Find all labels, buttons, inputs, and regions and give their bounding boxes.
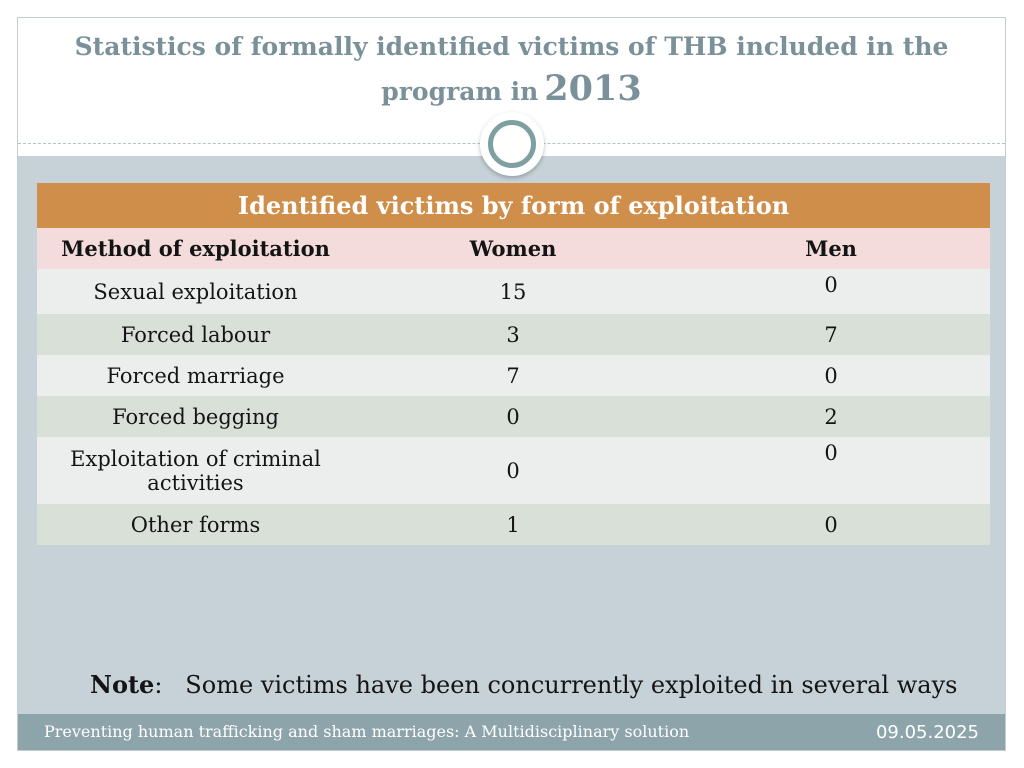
- title-line-1: Statistics of formally identified victim…: [74, 32, 949, 61]
- men-cell: 0: [672, 504, 991, 545]
- header-method: Method of exploitation: [37, 228, 354, 269]
- men-cell: 2: [672, 396, 991, 437]
- women-cell: 15: [354, 269, 672, 314]
- slide-title: Statistics of formally identified victim…: [18, 18, 1005, 143]
- men-cell: 0: [672, 355, 991, 396]
- women-cell: 0: [354, 437, 672, 504]
- footer-bar: Preventing human trafficking and sham ma…: [18, 714, 1005, 750]
- table-row: Forced marriage 7 0: [37, 355, 991, 396]
- method-cell: Forced labour: [37, 314, 354, 355]
- method-cell: Forced marriage: [37, 355, 354, 396]
- table-row: Sexual exploitation 15 0: [37, 269, 991, 314]
- header-women: Women: [354, 228, 672, 269]
- women-cell: 7: [354, 355, 672, 396]
- women-cell: 1: [354, 504, 672, 545]
- men-cell: 7: [672, 314, 991, 355]
- table-row: Forced labour 3 7: [37, 314, 991, 355]
- title-prefix: program in: [381, 77, 539, 106]
- note-colon: :: [154, 671, 186, 699]
- method-cell: Forced begging: [37, 396, 354, 437]
- table-row: Exploitation of criminal activities 0 0: [37, 437, 991, 504]
- method-cell: Other forms: [37, 504, 354, 545]
- table-row: Other forms 1 0: [37, 504, 991, 545]
- women-cell: 3: [354, 314, 672, 355]
- table-row: Forced begging 0 2: [37, 396, 991, 437]
- victims-table: Identified victims by form of exploitati…: [37, 183, 991, 545]
- header-men: Men: [672, 228, 991, 269]
- title-line-2: program in 2013: [18, 68, 1005, 109]
- note-text: Some victims have been concurrently expl…: [185, 671, 958, 699]
- ring-ornament-icon: [480, 112, 544, 176]
- footer-date: 09.05.2025: [875, 722, 979, 743]
- table-banner: Identified victims by form of exploitati…: [37, 183, 991, 228]
- method-cell: Sexual exploitation: [37, 269, 354, 314]
- men-cell: 0: [672, 437, 991, 504]
- method-cell: Exploitation of criminal activities: [37, 437, 354, 504]
- slide: Statistics of formally identified victim…: [17, 17, 1006, 751]
- note-label: Note: [90, 670, 155, 699]
- men-cell: 0: [672, 269, 991, 314]
- footer-text: Preventing human trafficking and sham ma…: [44, 722, 690, 741]
- title-year: 2013: [544, 68, 642, 109]
- note: Note: Some victims have been concurrentl…: [90, 670, 957, 699]
- women-cell: 0: [354, 396, 672, 437]
